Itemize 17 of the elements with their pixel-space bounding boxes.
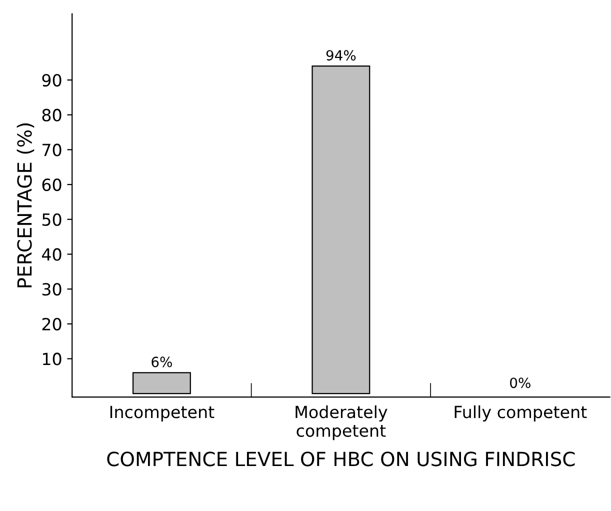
x-axis-title: COMPTENCE LEVEL OF HBC ON USING FINDRISC [107,452,575,466]
y-tick-label: 70 [42,144,62,156]
x-tick-label: Fully competent [454,405,587,422]
y-tick-label: 90 [42,74,62,87]
y-tick-label: 20 [42,318,62,330]
data-label: 0% [510,378,530,388]
y-tick-label: 40 [42,248,62,261]
y-tick-label: 60 [42,178,62,192]
y-tick-label: 80 [42,108,62,122]
x-tick-label: Incompetent [110,406,214,422]
x-tick-label: Moderately competent [296,405,388,440]
data-label: 6% [152,356,172,368]
y-tick-label: 30 [42,283,62,296]
y-axis-title: PERCENTAGE (%) [16,123,34,288]
y-tick-label: 50 [42,213,62,226]
data-label: 94% [326,50,356,61]
y-tick-label: 10 [43,352,62,366]
